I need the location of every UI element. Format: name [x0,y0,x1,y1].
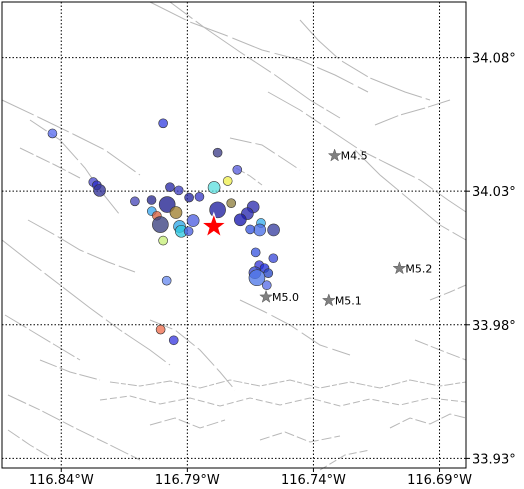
aftershock-event [232,165,243,175]
aftershock-event [158,235,168,246]
aftershock-event [183,226,194,237]
aftershock-event [173,185,184,196]
fault-lines [1,1,467,471]
aftershock-event [222,176,233,186]
aftershock-event [250,247,261,258]
historic-star [259,289,273,303]
historic-star [321,293,336,307]
y-tick-label: 34.03° [472,185,516,200]
mainshock-star [199,211,228,239]
aftershock-events [47,118,280,346]
x-tick-label: 116.84°W [29,473,94,485]
aftershock-event [212,147,223,158]
y-tick-label: 33.93° [472,452,516,467]
aftershock-event [253,223,267,237]
aftershock-event [207,181,221,194]
aftershock-event [267,223,280,237]
aftershock-event [93,184,106,197]
aftershock-event [186,214,200,227]
graticule [2,2,466,468]
aftershock-event [209,201,226,219]
axis-tick-labels: 116.84°W 116.79°W 116.74°W 116.69°W 34.08° 34… [29,52,516,488]
aftershock-event [248,269,266,287]
y-tick-label: 33.98° [472,319,516,334]
aftershock-event [184,192,194,203]
aftershock-event [152,216,169,233]
aftershock-event [261,280,272,291]
x-tick-label: 116.79°W [155,473,220,485]
historic-label: M5.2 [405,262,432,275]
aftershock-event [268,253,279,264]
aftershock-event [161,275,172,286]
aftershock-event [130,196,140,207]
historic-label: M5.1 [335,294,362,307]
aftershock-event [158,118,168,129]
aftershock-event [245,224,255,235]
aftershock-event [47,128,58,139]
aftershock-event [226,198,237,209]
map-frame [1,1,467,469]
aftershock-event [263,268,274,279]
aftershock-event [168,335,179,346]
aftershock-event [194,191,205,202]
x-tick-label: 116.69°W [407,473,472,485]
aftershock-event [146,195,157,205]
historic-star [327,148,342,162]
historic-star [392,261,407,275]
historic-earthquakes: M4.5 M5.2 M5.0 M5.1 [259,148,432,307]
y-tick-label: 34.08° [472,52,516,67]
aftershock-event [165,182,175,192]
aftershock-event [155,324,166,335]
historic-label: M4.5 [341,150,368,163]
mainshock-marker [199,211,228,239]
aftershock-event [169,206,183,219]
x-tick-label: 116.74°W [281,473,346,485]
aftershock-event [234,213,247,227]
historic-label: M5.0 [272,291,299,304]
